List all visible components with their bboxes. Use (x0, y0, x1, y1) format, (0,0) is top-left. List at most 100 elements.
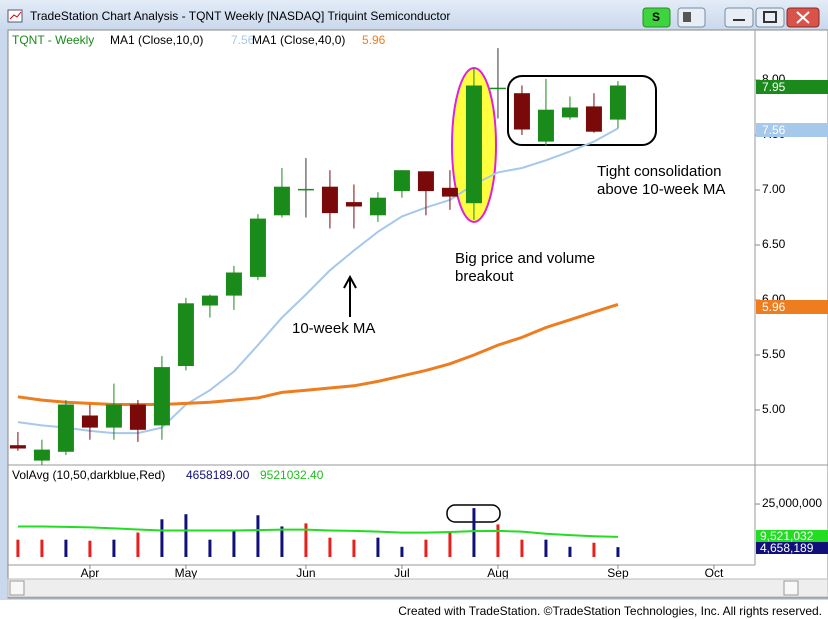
volume-bar (304, 523, 308, 557)
annotation: above 10-week MA (597, 181, 725, 198)
ma-arrow (343, 274, 357, 317)
volume-bar (544, 539, 548, 557)
candle-body (57, 404, 74, 452)
line-series (17, 127, 619, 435)
ma10-box (756, 123, 828, 137)
y-tick-label: 6.50 (762, 237, 786, 251)
consolidation-box (507, 75, 657, 146)
candle-body (513, 93, 530, 130)
strategy-button-label: S (652, 10, 660, 24)
scroll-thumb[interactable] (783, 580, 799, 596)
x-tick-label: Apr (81, 566, 100, 580)
annotation: breakout (455, 268, 514, 285)
legend-entry: MA1 (Close,10,0) (110, 33, 203, 47)
last-price: 7.95 (762, 80, 786, 94)
menu-icon (683, 12, 691, 22)
candle-body (369, 197, 386, 216)
volume-bar (208, 539, 212, 557)
volume-title: VolAvg (10,50,darkblue,Red) (12, 468, 165, 482)
x-tick-label: Sep (607, 566, 629, 580)
candle-body (105, 404, 122, 428)
volume-bar (64, 539, 68, 557)
ma40-box (756, 300, 828, 314)
volume-bar (328, 537, 332, 557)
legend-entry: MA1 (Close,40,0) (252, 33, 345, 47)
menu-button[interactable] (677, 7, 706, 28)
candle-body (585, 106, 602, 132)
candle-body (393, 170, 410, 192)
volume-bar (16, 539, 20, 557)
maximize-button[interactable] (755, 7, 785, 28)
candle-body (177, 303, 194, 366)
footer-bg (0, 600, 828, 619)
legend-value: 4658189.00 (186, 468, 250, 482)
x-tick-label: Jul (394, 566, 409, 580)
annotation: 10-week MA (292, 320, 375, 337)
x-tick-label: Aug (487, 566, 508, 580)
maximize-icon (763, 11, 777, 23)
candle-body (81, 415, 98, 428)
ma40-value: 5.96 (762, 300, 786, 314)
candle-body (537, 109, 554, 142)
candle-body (297, 188, 314, 191)
candle-body (609, 85, 626, 120)
close-icon (796, 11, 810, 24)
volume-bar (424, 539, 428, 557)
candle-body (561, 107, 578, 118)
volume-bar (592, 542, 596, 557)
candle-body (9, 445, 26, 449)
x-tick-label: Jun (296, 566, 315, 580)
vol-avg-value: 9,521,032 (760, 529, 814, 543)
legend-value: 7.56 (231, 33, 255, 47)
volume-bar (376, 537, 380, 557)
candle-body (153, 367, 170, 426)
candle-body (465, 85, 482, 204)
y-tick-label: 5.50 (762, 347, 786, 361)
volume-bar (352, 539, 356, 557)
chart-area (7, 29, 828, 599)
volume-bar (568, 546, 572, 557)
candle-body (201, 295, 218, 306)
annotation: Tight consolidation (597, 163, 722, 180)
volume-bar (136, 532, 140, 557)
volume-bar (112, 539, 116, 557)
candle-body (417, 171, 434, 192)
candle-body (321, 186, 338, 214)
volume-bar (160, 519, 164, 557)
volume-bar (472, 508, 476, 557)
line-series (17, 525, 618, 538)
candle-body (249, 218, 266, 277)
volume-bar (616, 547, 620, 557)
volume-bar (232, 529, 236, 557)
volume-bar (448, 532, 452, 557)
vol-avg-box (756, 530, 828, 542)
scrollbar[interactable] (7, 578, 828, 598)
legend-value: 5.96 (362, 33, 386, 47)
candle-body (33, 449, 50, 461)
vol-last-value: 4,658,189 (760, 541, 814, 555)
chart-title: TQNT - Weekly (12, 33, 94, 47)
last-price-box (756, 80, 828, 94)
scroll-left[interactable] (9, 580, 25, 596)
candle-body (489, 87, 506, 90)
volume-bar (184, 514, 188, 557)
annotation: Big price and volume (455, 250, 595, 267)
volume-bar (520, 539, 524, 557)
app-icon-line (9, 11, 22, 20)
x-tick-label: May (175, 566, 198, 580)
candle-body (441, 187, 458, 197)
volume-bar (256, 515, 260, 557)
x-tick-label: Oct (705, 566, 724, 580)
volume-bar (280, 526, 284, 557)
volume-bar (88, 540, 92, 557)
volume-bar (400, 546, 404, 557)
y-tick-label: 25,000,000 (762, 496, 822, 510)
candle-body (345, 202, 362, 207)
legend-value: 9521032.40 (260, 468, 324, 482)
candle-body (225, 272, 242, 296)
vol-last-box (756, 542, 828, 554)
minimize-button[interactable] (724, 7, 754, 28)
strategy-button[interactable] (642, 7, 671, 28)
